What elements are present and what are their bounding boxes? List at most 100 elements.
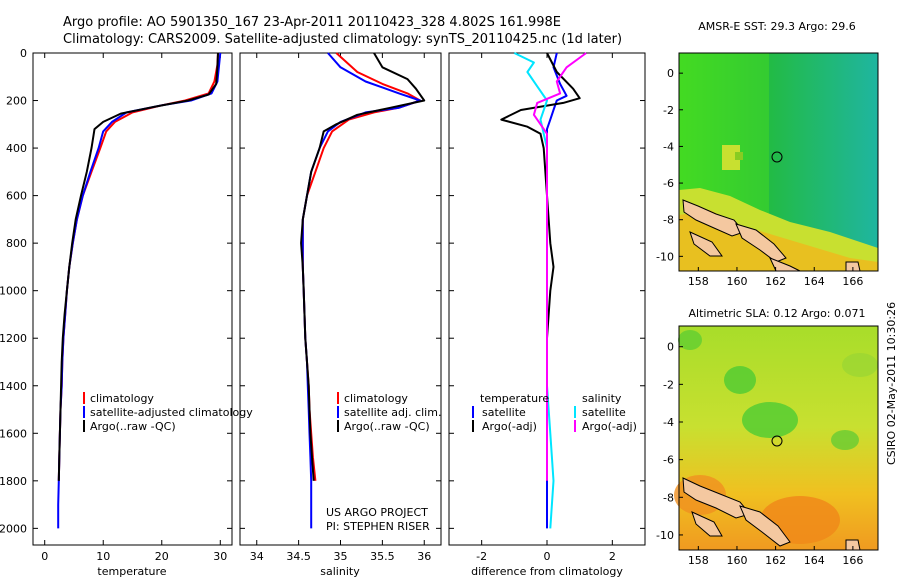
- salinity-legend-0: climatology: [344, 392, 408, 405]
- depth-tick-label: 2000: [0, 522, 27, 535]
- sla-low-4: [831, 430, 859, 450]
- depth-tick-label: 0: [20, 47, 27, 60]
- map-y-tick-label: 0: [667, 341, 674, 354]
- sst-map: AMSR-E SST: 29.3 Argo: 29.6 158 160 162 164…: [656, 20, 879, 288]
- sst-warm-spot-2: [735, 152, 743, 160]
- sla-low-5: [842, 353, 878, 377]
- map-x-tick-label: 158: [688, 554, 709, 567]
- salinity-xlabel: salinity: [320, 565, 360, 578]
- depth-tick-label: 1600: [0, 427, 27, 440]
- map-x-tick-label: 166: [842, 275, 863, 288]
- salinity-note-pi: PI: STEPHEN RISER: [326, 520, 430, 533]
- series-line-satellite-adj-clim-: [301, 52, 422, 529]
- salinity-frame: [239, 52, 442, 546]
- sst-map-frame: [678, 52, 879, 272]
- salinity-legend-2: Argo(..raw -QC): [344, 420, 430, 433]
- map-x-tick-label: 162: [765, 275, 786, 288]
- sst-argo-marker: [771, 151, 783, 163]
- map-y-tick-label: -2: [663, 378, 674, 391]
- temperature-xlabel: temperature: [97, 565, 166, 578]
- sla-island-2: [739, 505, 791, 547]
- difference-legend-temp-head: temperature: [480, 392, 549, 405]
- map-x-tick-label: 160: [726, 554, 747, 567]
- series-line-satellite-adjusted-climatology: [57, 52, 222, 529]
- sst-map-title: AMSR-E SST: 29.3 Argo: 29.6: [698, 20, 856, 33]
- side-timestamp: CSIRO 02-May-2011 10:30:26: [885, 302, 898, 465]
- header-line2: Climatology: CARS2009. Satellite-adjuste…: [63, 32, 622, 47]
- x-tick-label: 34: [250, 550, 264, 563]
- depth-tick-label: 800: [6, 237, 27, 250]
- sla-island-3: [691, 511, 723, 537]
- map-y-tick-label: -6: [663, 177, 674, 190]
- salinity-lines: [300, 52, 426, 529]
- sla-map-title: Altimetric SLA: 0.12 Argo: 0.071: [688, 307, 865, 320]
- temperature-legend: climatology satellite-adjusted climatolo…: [83, 392, 253, 433]
- depth-tick-label: 200: [6, 95, 27, 108]
- map-y-tick-label: -8: [663, 491, 674, 504]
- difference-legend-temp-0: satellite: [482, 406, 526, 419]
- difference-legend-sal-0: satellite: [582, 406, 626, 419]
- temperature-legend-1: satellite-adjusted climatology: [90, 406, 253, 419]
- sla-island-1: [682, 477, 751, 519]
- depth-axis: 0 200 400 600 800 1000 1200 1400 1600 1800 2000: [0, 47, 27, 535]
- map-y-tick-label: -4: [663, 416, 674, 429]
- series-line-salinity-argo-adj-: [532, 52, 587, 481]
- sst-island-2: [735, 223, 787, 263]
- series-line-argo-raw-qc-: [300, 52, 426, 481]
- x-tick-label: 2: [609, 550, 616, 563]
- depth-tick-label: 600: [6, 190, 27, 203]
- map-y-tick-label: -10: [656, 529, 674, 542]
- depth-tick-label: 400: [6, 142, 27, 155]
- sla-map: Altimetric SLA: 0.12 Argo: 0.071 158 160 1…: [656, 307, 879, 567]
- series-line-argo-raw-qc-: [57, 52, 219, 481]
- x-tick-label: 0: [544, 550, 551, 563]
- x-tick-label: 0: [41, 550, 48, 563]
- depth-tick-label: 1000: [0, 285, 27, 298]
- x-tick-label: 34.5: [286, 550, 311, 563]
- sla-argo-marker: [771, 435, 783, 447]
- sst-warm-spot: [722, 145, 740, 170]
- temperature-lines: [57, 52, 222, 529]
- map-y-tick-label: -2: [663, 104, 674, 117]
- sst-map-ticks: 158 160 162 164 166 0 -2 -4 -6 -8 -10: [656, 67, 863, 288]
- sla-map-ticks: 158 160 162 164 166 0 -2 -4 -6 -8 -10: [656, 341, 863, 567]
- salinity-note-project: US ARGO PROJECT: [326, 506, 428, 519]
- difference-lines: [500, 52, 587, 529]
- x-tick-label: -2: [476, 550, 487, 563]
- depth-tick-label: 1800: [0, 475, 27, 488]
- x-tick-label: 30: [213, 550, 227, 563]
- salinity-legend-1: satellite adj. clim.: [344, 406, 441, 419]
- sst-island-1: [682, 199, 745, 237]
- header-line1: Argo profile: AO 5901350_167 23-Apr-2011…: [63, 15, 561, 30]
- depth-tick-label: 1400: [0, 380, 27, 393]
- temperature-ticks: 0 10 20 30: [33, 52, 232, 563]
- x-tick-label: 36: [417, 550, 431, 563]
- map-x-tick-label: 160: [726, 275, 747, 288]
- x-tick-label: 35: [334, 550, 348, 563]
- map-y-tick-label: -4: [663, 140, 674, 153]
- map-x-tick-label: 166: [842, 554, 863, 567]
- sla-low-1: [724, 366, 756, 394]
- map-y-tick-label: -6: [663, 454, 674, 467]
- sst-island-3: [689, 231, 723, 257]
- salinity-panel: 34 34.5 35 35.5 36 salinity climatology sate…: [239, 52, 442, 578]
- map-x-tick-label: 164: [804, 275, 825, 288]
- x-tick-label: 20: [155, 550, 169, 563]
- difference-legend-sal-1: Argo(-adj): [582, 420, 637, 433]
- sla-map-frame: [678, 325, 879, 551]
- depth-tick-label: 1200: [0, 332, 27, 345]
- map-x-tick-label: 164: [804, 554, 825, 567]
- map-x-tick-label: 162: [765, 554, 786, 567]
- difference-xlabel: difference from climatology: [471, 565, 623, 578]
- map-y-tick-label: -10: [656, 250, 674, 263]
- map-y-tick-label: -8: [663, 214, 674, 227]
- temperature-legend-2: Argo(..raw -QC): [90, 420, 176, 433]
- salinity-legend: climatology satellite adj. clim. Argo(..…: [337, 392, 441, 433]
- difference-panel: -2 0 2 difference from climatology tempera…: [448, 52, 646, 578]
- map-y-tick-label: 0: [667, 67, 674, 80]
- temperature-legend-0: climatology: [90, 392, 154, 405]
- x-tick-label: 10: [96, 550, 110, 563]
- x-tick-label: 35.5: [370, 550, 395, 563]
- difference-legend-temp-1: Argo(-adj): [482, 420, 537, 433]
